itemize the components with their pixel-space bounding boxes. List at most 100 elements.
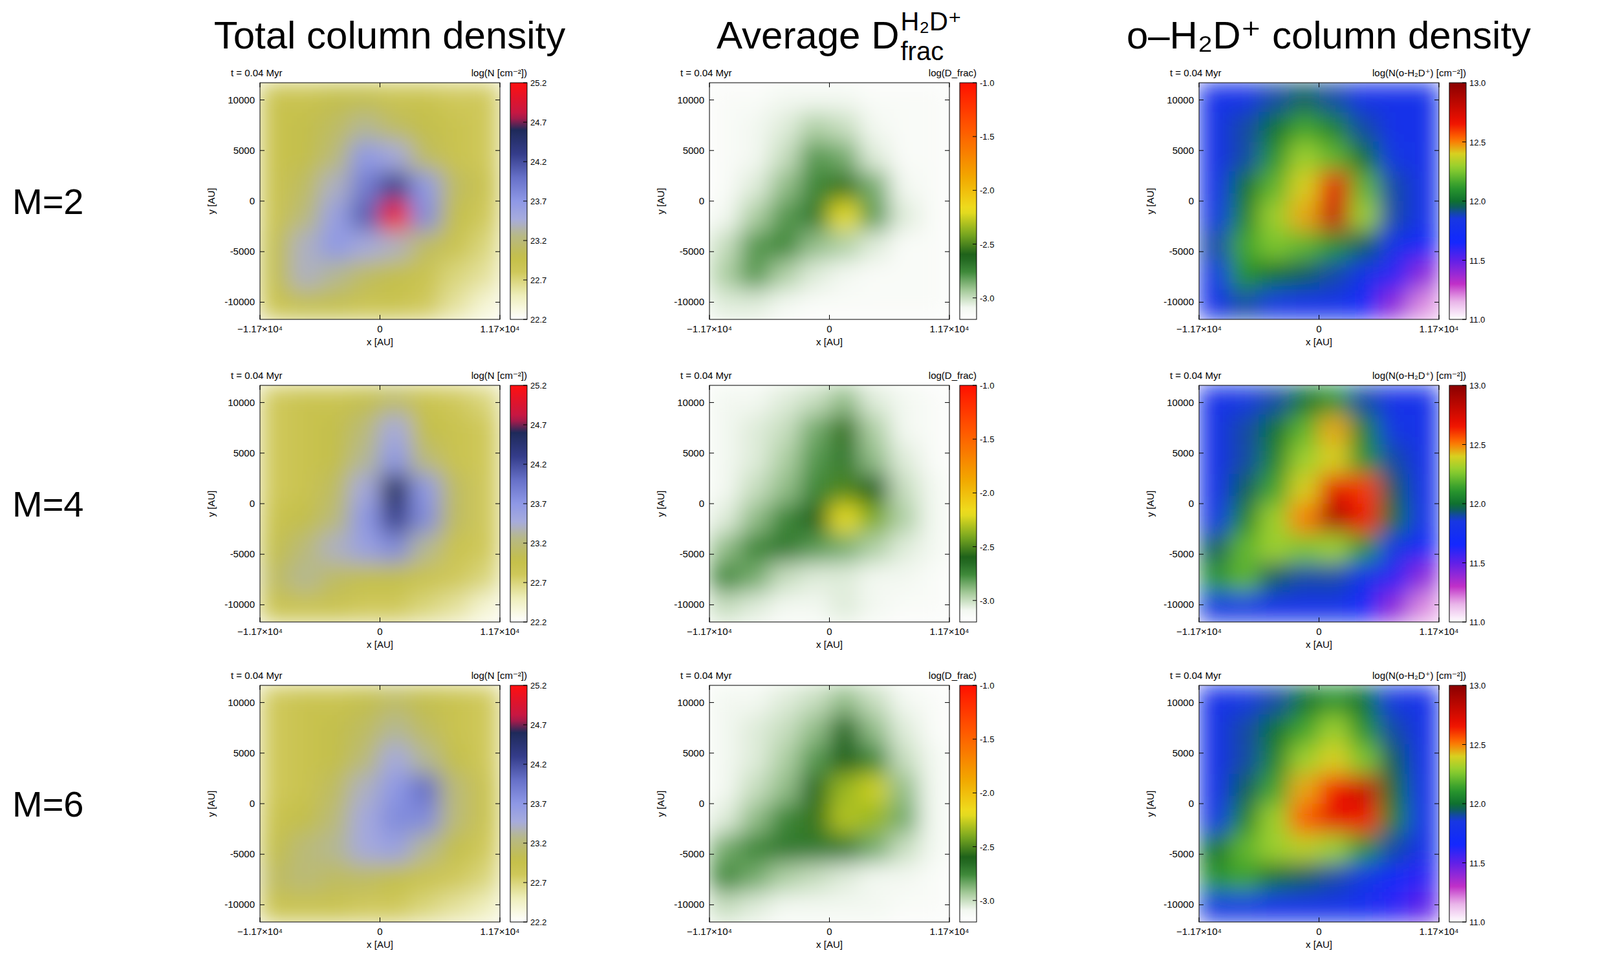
cell <box>439 385 471 416</box>
y-tick <box>709 150 714 151</box>
cell <box>259 112 291 143</box>
cell <box>470 444 500 475</box>
cell <box>320 112 351 143</box>
cell <box>1288 112 1320 143</box>
x-tick-label: 1.17×10⁴ <box>929 926 969 938</box>
colorbar-title: log(D_frac) <box>928 670 977 682</box>
y-tick <box>1434 752 1439 754</box>
cell <box>1259 833 1290 864</box>
cell <box>859 592 890 623</box>
cell <box>889 444 920 475</box>
cell <box>709 415 740 445</box>
cell <box>289 863 321 894</box>
y-tick-label: 0 <box>1188 497 1194 509</box>
cell <box>1228 415 1260 445</box>
y-tick-label: -5000 <box>1169 245 1194 257</box>
cell <box>1378 563 1410 594</box>
colorbar-tick-label: 23.2 <box>530 538 547 549</box>
y-tick-label: -5000 <box>230 548 255 560</box>
cell <box>439 803 471 834</box>
colorbar-tick-label: 13.0 <box>1469 78 1486 88</box>
y-axis-title: y [AU] <box>1144 790 1156 818</box>
cell <box>1409 289 1439 320</box>
cell <box>349 201 381 231</box>
cell <box>859 503 890 534</box>
cell <box>769 474 800 504</box>
cell <box>1319 142 1350 173</box>
x-tick <box>499 314 501 320</box>
cell <box>919 803 950 834</box>
cell <box>889 82 920 113</box>
cell <box>1349 745 1380 775</box>
x-tick <box>949 385 951 390</box>
cell <box>1288 201 1320 231</box>
cell <box>320 289 351 320</box>
cell <box>859 82 890 113</box>
cell <box>709 745 740 775</box>
cell <box>889 592 920 623</box>
cell <box>320 563 351 594</box>
cell <box>859 715 890 746</box>
cell <box>1288 685 1320 716</box>
cell <box>380 112 411 143</box>
colorbar-tick-label: 11.5 <box>1469 256 1485 266</box>
y-tick <box>1434 99 1439 101</box>
cell <box>709 863 740 894</box>
x-tick <box>1199 82 1200 88</box>
y-tick <box>259 503 265 505</box>
cell <box>859 863 890 894</box>
x-tick-label: 0 <box>1316 323 1322 335</box>
y-axis-title: y [AU] <box>205 188 217 215</box>
x-tick-label: 0 <box>826 626 832 638</box>
cell <box>799 112 830 143</box>
y-tick-label: -10000 <box>1163 598 1194 610</box>
cell <box>1409 201 1439 231</box>
colorbar-tick-label: 22.7 <box>530 275 547 286</box>
cell <box>829 112 861 143</box>
cell <box>1378 142 1410 173</box>
panel-title: t = 0.04 Myr <box>1169 67 1222 79</box>
colorbar-tick <box>523 803 528 805</box>
colorbar-tick <box>1462 82 1467 84</box>
y-tick <box>709 99 714 101</box>
cell <box>1288 803 1320 834</box>
cell <box>1259 289 1290 320</box>
cell <box>829 503 861 534</box>
x-tick <box>1318 314 1320 320</box>
panel: −1.17×10⁴01.17×10⁴-10000-50000500010000x… <box>205 670 547 951</box>
cell <box>289 201 321 231</box>
cell <box>1199 444 1230 475</box>
x-tick <box>499 385 501 390</box>
x-tick <box>709 917 711 923</box>
cell <box>829 230 861 261</box>
y-tick-label: 5000 <box>682 747 705 759</box>
y-tick <box>1434 452 1439 454</box>
y-tick <box>495 452 500 454</box>
cell <box>709 444 740 475</box>
cell <box>439 474 471 504</box>
cell <box>769 533 800 564</box>
cell <box>799 533 830 564</box>
y-tick <box>1199 150 1204 151</box>
y-tick <box>495 99 500 101</box>
cell <box>919 563 950 594</box>
cell <box>919 230 950 261</box>
figure: Total column densityAverage DH₂D⁺fraco–H… <box>0 0 1600 975</box>
cell <box>1228 592 1260 623</box>
colorbar-tick <box>1462 862 1467 864</box>
y-tick-label: -10000 <box>673 898 705 910</box>
colorbar <box>959 685 977 923</box>
cell <box>1199 112 1230 143</box>
y-tick-label: -10000 <box>1163 296 1194 308</box>
y-tick-label: 5000 <box>233 747 255 759</box>
cell <box>799 833 830 864</box>
x-tick <box>379 385 381 390</box>
cell <box>1199 289 1230 320</box>
y-tick <box>495 503 500 505</box>
cell <box>1259 592 1290 623</box>
cell <box>769 289 800 320</box>
cell <box>1288 863 1320 894</box>
cell <box>1378 260 1410 291</box>
cell <box>1349 201 1380 231</box>
cell <box>289 142 321 173</box>
